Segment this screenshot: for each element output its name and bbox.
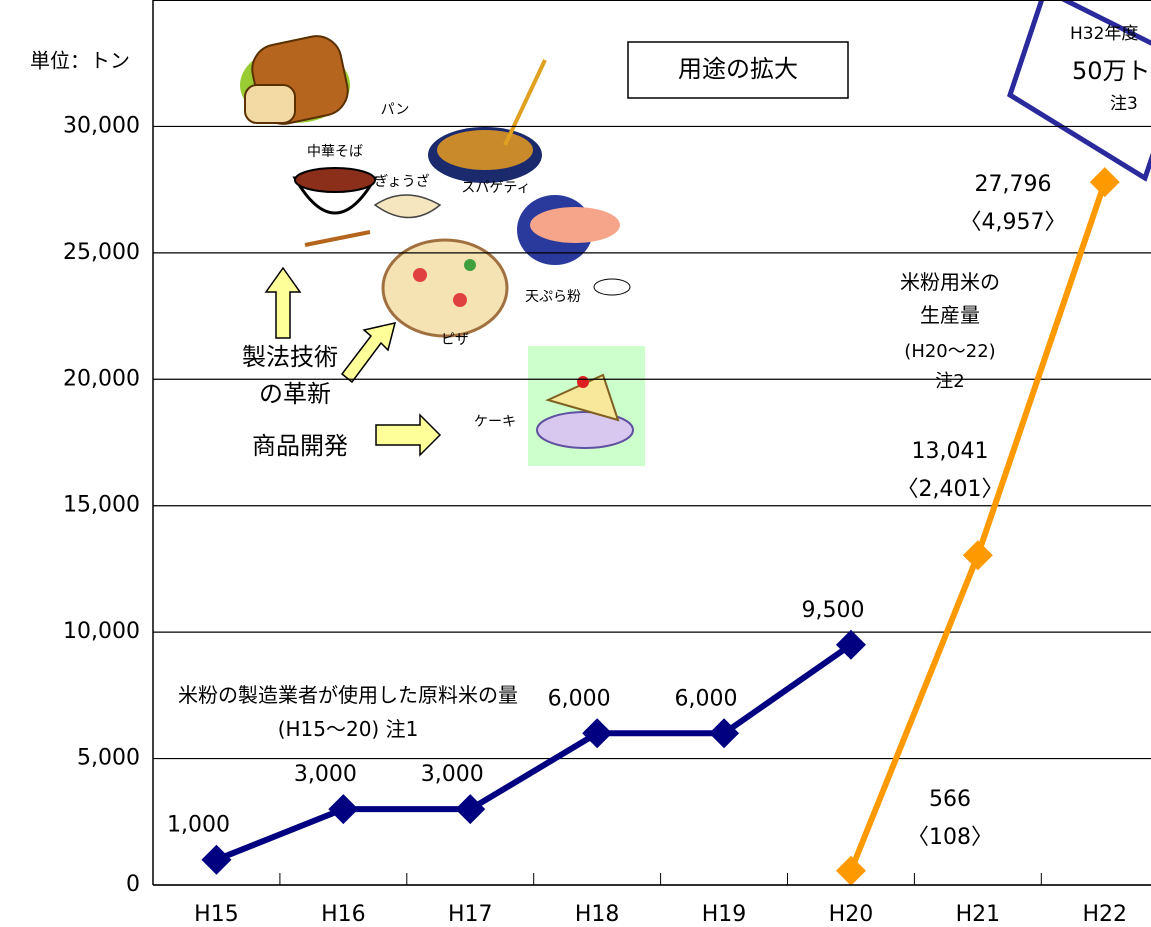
data-point	[455, 794, 486, 825]
x-tick-label: H15	[194, 902, 239, 927]
target-box	[1007, 0, 1151, 182]
data-point	[201, 844, 232, 875]
y-unit: 単位：トン	[30, 49, 130, 73]
series-name: 米粉用米の	[900, 270, 1000, 294]
y-tick-label: 10,000	[63, 619, 140, 644]
data-sublabel: 〈2,401〉	[897, 477, 1004, 502]
x-tick-label: H16	[321, 902, 366, 927]
target-text: 注3	[1110, 94, 1138, 114]
target-text: H32年度	[1070, 24, 1138, 44]
title-box	[627, 41, 849, 99]
annotation: の革新	[259, 380, 331, 408]
data-point	[835, 855, 866, 886]
food-label: ピザ	[441, 332, 469, 348]
food-label: スパゲティ	[461, 180, 530, 196]
y-tick-label: 0	[126, 872, 140, 897]
data-point	[709, 718, 740, 749]
data-point	[835, 629, 866, 660]
food-label: パン	[381, 102, 410, 118]
annotation: 製法技術	[242, 343, 338, 371]
data-label: 9,500	[801, 598, 864, 623]
data-label: 13,041	[912, 439, 989, 464]
series-name: 生産量	[920, 303, 980, 327]
x-tick-label: H22	[1082, 902, 1127, 927]
data-point	[962, 540, 993, 571]
title: 用途の拡大	[678, 55, 798, 83]
data-sublabel: 〈4,957〉	[960, 210, 1067, 235]
series-note: (H20～22)	[904, 341, 995, 362]
data-point	[582, 718, 613, 749]
x-tick-label: H20	[829, 902, 874, 927]
data-label: 3,000	[294, 762, 357, 787]
y-tick-label: 30,000	[63, 113, 140, 138]
food-label: ケーキ	[474, 414, 516, 430]
x-tick-label: H18	[575, 902, 620, 927]
data-point	[328, 794, 359, 825]
food-illustrations	[240, 35, 645, 466]
x-tick-label: H21	[956, 902, 1001, 927]
y-tick-label: 20,000	[63, 366, 140, 391]
annotation: 商品開発	[252, 432, 348, 460]
data-label: 566	[929, 787, 971, 812]
data-point	[1089, 167, 1120, 198]
data-sublabel: 〈108〉	[907, 825, 993, 850]
arrows	[264, 266, 442, 457]
y-tick-label: 15,000	[63, 493, 140, 518]
y-tick-label: 25,000	[63, 240, 140, 265]
food-label: 中華そば	[307, 144, 363, 160]
data-label: 1,000	[167, 813, 230, 838]
series-note: 注2	[935, 371, 964, 392]
x-tick-label: H17	[448, 902, 493, 927]
data-label: 6,000	[548, 686, 611, 711]
food-label: 天ぷら粉	[525, 289, 581, 305]
data-label: 27,796	[975, 172, 1052, 197]
data-label: 3,000	[421, 762, 484, 787]
y-tick-label: 5,000	[77, 746, 140, 771]
series-line	[215, 642, 853, 863]
x-tick-label: H19	[702, 902, 747, 927]
series-name: 米粉の製造業者が使用した原料米の量(H15～20) 注1	[178, 683, 518, 741]
target-text: 50万ト	[1072, 57, 1151, 85]
data-label: 6,000	[675, 686, 738, 711]
food-label: ぎょうざ	[374, 173, 429, 190]
